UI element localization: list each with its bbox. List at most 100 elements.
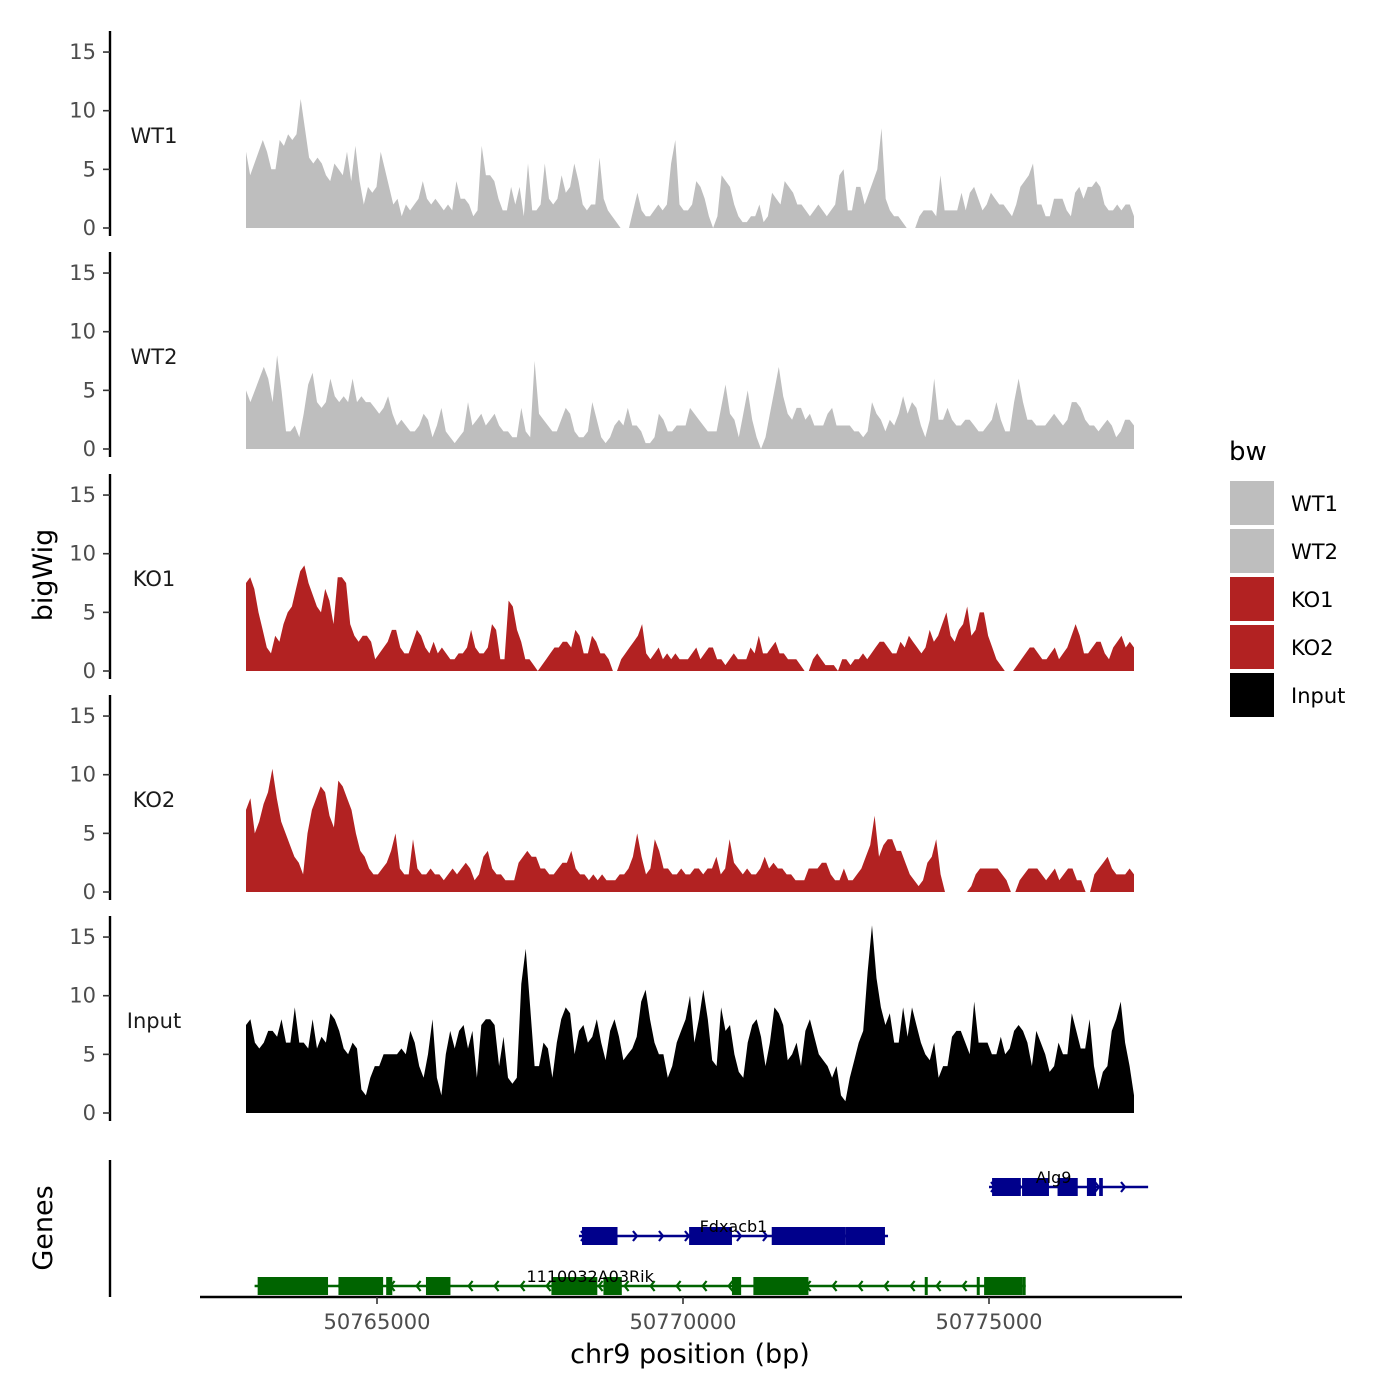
gene-exon — [984, 1277, 1023, 1295]
legend-item-wt2: WT2 — [1228, 527, 1338, 575]
gene-exon — [551, 1277, 598, 1295]
gene-annotation-track: Alg9 Fdxacb1 1110032A03Rik — [108, 1160, 1149, 1297]
y-tick-label: 10 — [69, 542, 96, 566]
strand-arrow — [1094, 1181, 1101, 1193]
x-tick-label: 50770000 — [630, 1310, 737, 1334]
track-label: Input — [127, 1009, 181, 1033]
gene-exon — [924, 1277, 928, 1295]
gene-exon — [689, 1227, 732, 1245]
y-tick-label: 0 — [83, 437, 96, 461]
legend-label: KO2 — [1291, 636, 1334, 660]
strand-arrow — [857, 1280, 864, 1292]
gene-exon — [582, 1227, 618, 1245]
y-tick-label: 0 — [83, 1101, 96, 1125]
y-tick-label: 10 — [69, 99, 96, 123]
gene-exon — [1086, 1178, 1097, 1196]
gene-exon — [1057, 1178, 1078, 1196]
y-tick-label: 0 — [83, 216, 96, 240]
gene-exon — [1022, 1178, 1049, 1196]
gene-1110032a03rik: 1110032A03Rik — [254, 1267, 1026, 1295]
track-ko1: 0 5 10 15 KO1 — [69, 474, 1134, 683]
y-tick-label: 10 — [69, 763, 96, 787]
strand-arrow — [909, 1280, 916, 1292]
gene-exon — [425, 1277, 451, 1295]
gene-exon — [1099, 1178, 1103, 1196]
y-tick-label: 15 — [69, 925, 96, 949]
y-tick-label: 0 — [83, 659, 96, 683]
strand-arrow — [415, 1280, 422, 1292]
strand-arrow — [649, 1280, 656, 1292]
y-tick-label: 10 — [69, 984, 96, 1008]
gene-exon — [976, 1277, 980, 1295]
x-axis-title: chr9 position (bp) — [570, 1339, 810, 1370]
coverage-area-input — [246, 925, 1134, 1113]
gene-exon — [1022, 1277, 1026, 1295]
y-tick-label: 10 — [69, 320, 96, 344]
legend-item-wt1: WT1 — [1228, 479, 1338, 527]
y-tick-label: 5 — [83, 821, 96, 845]
y-tick-label: 15 — [69, 483, 96, 507]
legend-label: KO1 — [1291, 588, 1334, 612]
track-wt2: 0 5 10 15 WT2 — [69, 252, 1134, 461]
track-label: WT2 — [131, 345, 178, 369]
y-tick-label: 15 — [69, 261, 96, 285]
strand-arrow — [684, 1230, 691, 1242]
y-tick-label: 0 — [83, 880, 96, 904]
gene-exon — [603, 1277, 622, 1295]
coverage-area-wt2 — [246, 355, 1134, 449]
legend-label: WT1 — [1291, 492, 1338, 516]
legend-swatch — [1228, 527, 1276, 575]
gene-alg9: Alg9 — [989, 1168, 1149, 1196]
strand-arrow — [831, 1280, 838, 1292]
y-tick-label: 5 — [83, 157, 96, 181]
gene-exon — [731, 1277, 742, 1295]
bigwig-tracks: 0 5 10 15 WT1 0 5 10 15 WT2 0 5 10 15 KO1 0 5 10 15 KO2 0 5 10… — [69, 31, 1134, 1125]
gene-exon — [771, 1227, 846, 1245]
legend-swatch — [1228, 671, 1276, 719]
legend-item-ko1: KO1 — [1228, 575, 1334, 623]
strand-arrow — [623, 1280, 630, 1292]
track-label: KO2 — [133, 788, 176, 812]
strand-arrow — [935, 1280, 942, 1292]
gene-exon — [845, 1227, 885, 1245]
legend-item-ko2: KO2 — [1228, 623, 1334, 671]
strand-arrow — [545, 1280, 552, 1292]
strand-arrow — [675, 1280, 682, 1292]
strand-arrow — [736, 1230, 743, 1242]
track-wt1: 0 5 10 15 WT1 — [69, 31, 1134, 240]
coverage-area-wt1 — [246, 99, 1134, 228]
gene-label: 1110032A03Rik — [526, 1267, 654, 1286]
gene-label: Alg9 — [1036, 1168, 1072, 1187]
genes-axis-title: Genes — [28, 1185, 59, 1270]
gene-exon — [386, 1277, 393, 1295]
gene-fdxacb1: Fdxacb1 — [578, 1217, 889, 1245]
y-tick-label: 5 — [83, 1042, 96, 1066]
gene-exon — [257, 1277, 329, 1295]
track-label: WT1 — [131, 124, 178, 148]
y-tick-label: 5 — [83, 600, 96, 624]
x-tick-label: 50775000 — [936, 1310, 1043, 1334]
strand-arrow — [493, 1280, 500, 1292]
legend-swatch — [1228, 575, 1276, 623]
gene-exon — [338, 1277, 384, 1295]
gene-exon — [992, 1178, 1021, 1196]
legend-title: bw — [1229, 437, 1267, 467]
track-ko2: 0 5 10 15 KO2 — [69, 695, 1134, 904]
strand-arrow — [597, 1280, 604, 1292]
gene-label: Fdxacb1 — [700, 1217, 768, 1236]
strand-arrow — [762, 1230, 769, 1242]
x-tick-label: 50765000 — [324, 1310, 431, 1334]
y-tick-label: 15 — [69, 704, 96, 728]
y-tick-label: 15 — [69, 40, 96, 64]
strand-arrow — [632, 1230, 639, 1242]
strand-arrow — [1120, 1181, 1127, 1193]
legend-swatch — [1228, 623, 1276, 671]
legend-swatch — [1228, 479, 1276, 527]
track-input: 0 5 10 15 Input — [69, 916, 1134, 1125]
x-axis: 50765000 50770000 50775000 — [200, 1295, 1182, 1334]
y-tick-label: 5 — [83, 378, 96, 402]
strand-arrow — [467, 1280, 474, 1292]
strand-arrow — [883, 1280, 890, 1292]
legend-item-input: Input — [1228, 671, 1345, 719]
